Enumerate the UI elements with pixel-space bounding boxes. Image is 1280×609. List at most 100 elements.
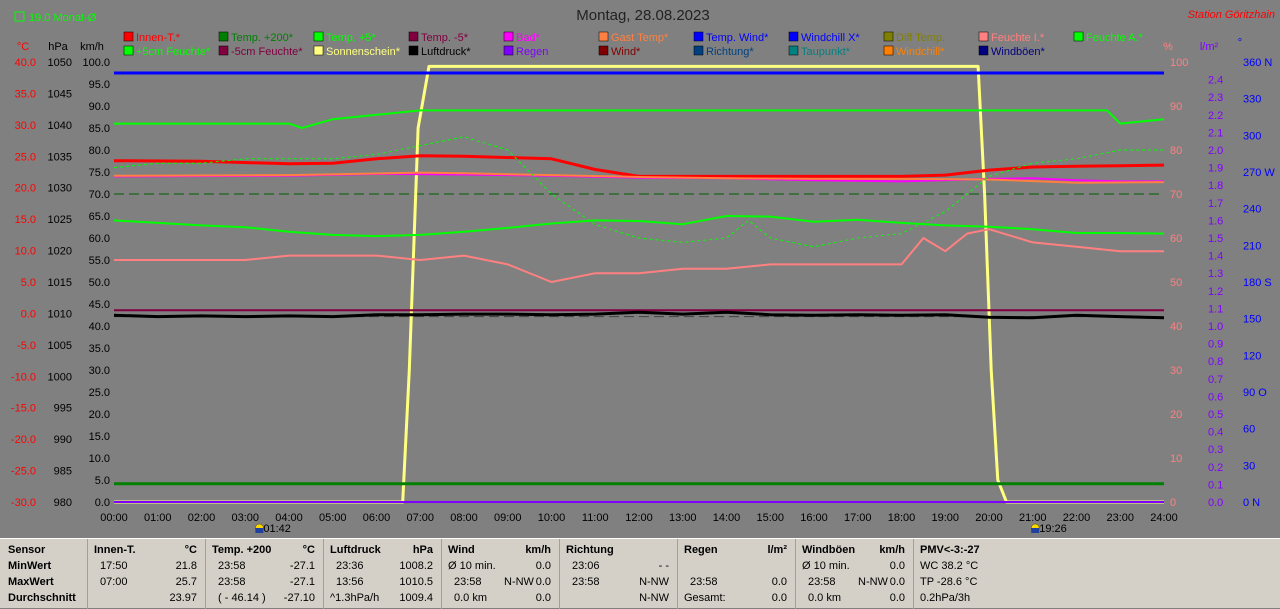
temp-axis-unit: °C: [17, 41, 29, 53]
legend-swatch-temp-wind: [693, 31, 704, 42]
x-tick-label: 00:00: [100, 512, 128, 524]
wind-tick-label: 5.0: [95, 475, 110, 487]
rain-tick-label: 0.2: [1208, 462, 1223, 474]
x-tick-label: 22:00: [1063, 512, 1091, 524]
legend-label-windchill-x: Windchill X*: [801, 32, 860, 44]
stats-wind-max-time: 23:58: [454, 576, 482, 588]
wind-tick-label: 90.0: [89, 101, 110, 113]
x-tick-label: 24:00: [1150, 512, 1178, 524]
wind-tick-label: 45.0: [89, 299, 110, 311]
stats-richtung-max-value: N-NW: [639, 576, 669, 588]
pressure-tick-label: 990: [54, 434, 72, 446]
stats-sensor-column: Sensor MinWert MaxWert Durchschnitt: [0, 539, 88, 609]
stats-luftdruck-trend: ^1.3hPa/h: [330, 592, 380, 604]
legend-swatch-feuchte-i: [978, 31, 989, 42]
humidity-tick-label: 70: [1170, 189, 1182, 201]
stats-luftdruck-column: Luftdruck hPa 23:36 1008.2 13:56 1010.5 …: [324, 539, 442, 609]
direction-tick-label: 300: [1243, 130, 1261, 142]
rain-tick-label: 1.4: [1208, 251, 1223, 263]
stats-temp200-min-value: -27.1: [289, 560, 315, 572]
x-tick-label: 17:00: [844, 512, 872, 524]
legend-label-windchill: Windchill*: [896, 46, 945, 58]
humidity-tick-label: 60: [1170, 233, 1182, 245]
rain-tick-label: 2.2: [1208, 110, 1223, 122]
legend-label-temp-5: Temp. -5*: [421, 32, 469, 44]
rain-tick-label: 0.0: [1208, 497, 1223, 509]
legend-swatch-richtung: [693, 45, 704, 56]
series-line-sonnenschein: [114, 64, 1164, 504]
humidity-tick-label: 40: [1170, 321, 1182, 333]
wind-tick-label: 85.0: [89, 123, 110, 135]
legend-label-5cm-feuchte: +5cm Feuchte*: [136, 46, 211, 58]
x-tick-label: 11:00: [582, 512, 609, 524]
series-line-temp-5: [113, 215, 1165, 238]
pressure-axis-unit: hPa: [48, 41, 68, 53]
direction-tick-label: 60: [1243, 424, 1255, 436]
legend-label-diff-temp: Diff Temp.: [896, 32, 945, 44]
legend: Innen-T.* Temp. +200* Temp. +5* Temp. -5* Ba…: [123, 31, 1144, 58]
legend-swatch-windchill-x: [788, 31, 799, 42]
wind-tick-label: 20.0: [89, 409, 110, 421]
legend-swatch-gast-temp: [598, 31, 609, 42]
pressure-tick-label: 1015: [48, 277, 72, 289]
rain-tick-label: 2.3: [1208, 92, 1223, 104]
stats-richtung-min-value: - -: [658, 560, 669, 572]
rain-tick-label: 0.3: [1208, 444, 1223, 456]
humidity-tick-label: 10: [1170, 453, 1182, 465]
stats-pmv-windchill: WC 38.2 °C: [920, 560, 979, 572]
direction-tick-label: 210: [1243, 240, 1261, 252]
x-tick-label: 06:00: [363, 512, 391, 524]
stats-luftdruck-avg-value: 1009.4: [399, 592, 433, 604]
stats-richtung-max-time: 23:58: [572, 576, 600, 588]
x-tick-label: 05:00: [319, 512, 347, 524]
stats-luftdruck-unit: hPa: [412, 544, 433, 556]
rain-tick-label: 0.9: [1208, 339, 1223, 351]
pressure-tick-label: 1040: [48, 120, 72, 132]
pressure-tick-label: 1045: [48, 88, 72, 100]
pressure-tick-label: 985: [54, 466, 72, 478]
wind-tick-label: 70.0: [89, 189, 110, 201]
stats-luftdruck-header: Luftdruck: [330, 544, 381, 556]
legend-swatch-wind: [598, 45, 609, 56]
temp-tick-label: -15.0: [11, 403, 36, 415]
stats-innen-header: Innen-T.: [94, 544, 136, 556]
plot-area: [114, 62, 1164, 502]
temp-tick-label: 10.0: [15, 246, 36, 258]
wind-tick-label: 30.0: [89, 365, 110, 377]
legend-label-feuchte-a: Feuchte A.*: [1086, 32, 1144, 44]
humidity-tick-label: 0: [1170, 497, 1176, 509]
legend-label-innen-t: Innen-T.*: [136, 32, 181, 44]
stats-sensor-header: Sensor: [8, 544, 46, 556]
legend-label-temp-200: Temp. +200*: [231, 32, 294, 44]
legend-label-windb-en: Windböen*: [991, 46, 1046, 58]
pressure-tick-label: 1020: [48, 246, 72, 258]
humidity-tick-label: 20: [1170, 409, 1182, 421]
rain-tick-label: 0.8: [1208, 356, 1223, 368]
stats-temp200-max-time: 23:58: [218, 576, 246, 588]
stats-regen-unit: l/m²: [767, 544, 787, 556]
x-tick-label: 14:00: [713, 512, 741, 524]
legend-swatch-windchill: [883, 45, 894, 56]
stats-innen-max-time: 07:00: [100, 576, 128, 588]
stats-temp200-min-time: 23:58: [218, 560, 246, 572]
legend-label-sonnenschein: Sonnenschein*: [326, 46, 401, 58]
wind-tick-label: 95.0: [89, 79, 110, 91]
pressure-tick-label: 1025: [48, 214, 72, 226]
stats-regen-header: Regen: [684, 544, 718, 556]
legend-swatch-bad: [503, 31, 514, 42]
x-tick-label: 07:00: [406, 512, 434, 524]
legend-swatch-taupunkt: [788, 45, 799, 56]
rain-tick-label: 0.7: [1208, 374, 1223, 386]
temp-tick-label: 30.0: [15, 120, 36, 132]
x-tick-label: 13:00: [669, 512, 697, 524]
legend-swatch-temp-200: [218, 31, 229, 42]
rain-tick-label: 1.6: [1208, 215, 1223, 227]
stats-luftdruck-min-value: 1008.2: [399, 560, 433, 572]
humidity-tick-label: 90: [1170, 101, 1182, 113]
rain-tick-label: 1.2: [1208, 286, 1223, 298]
legend-label-taupunkt: Taupunkt*: [801, 46, 851, 58]
wind-tick-label: 80.0: [89, 145, 110, 157]
stats-innen-max-value: 25.7: [175, 576, 197, 588]
stats-innen-avg-value: 23.97: [169, 592, 197, 604]
humidity-tick-label: 50: [1170, 277, 1182, 289]
